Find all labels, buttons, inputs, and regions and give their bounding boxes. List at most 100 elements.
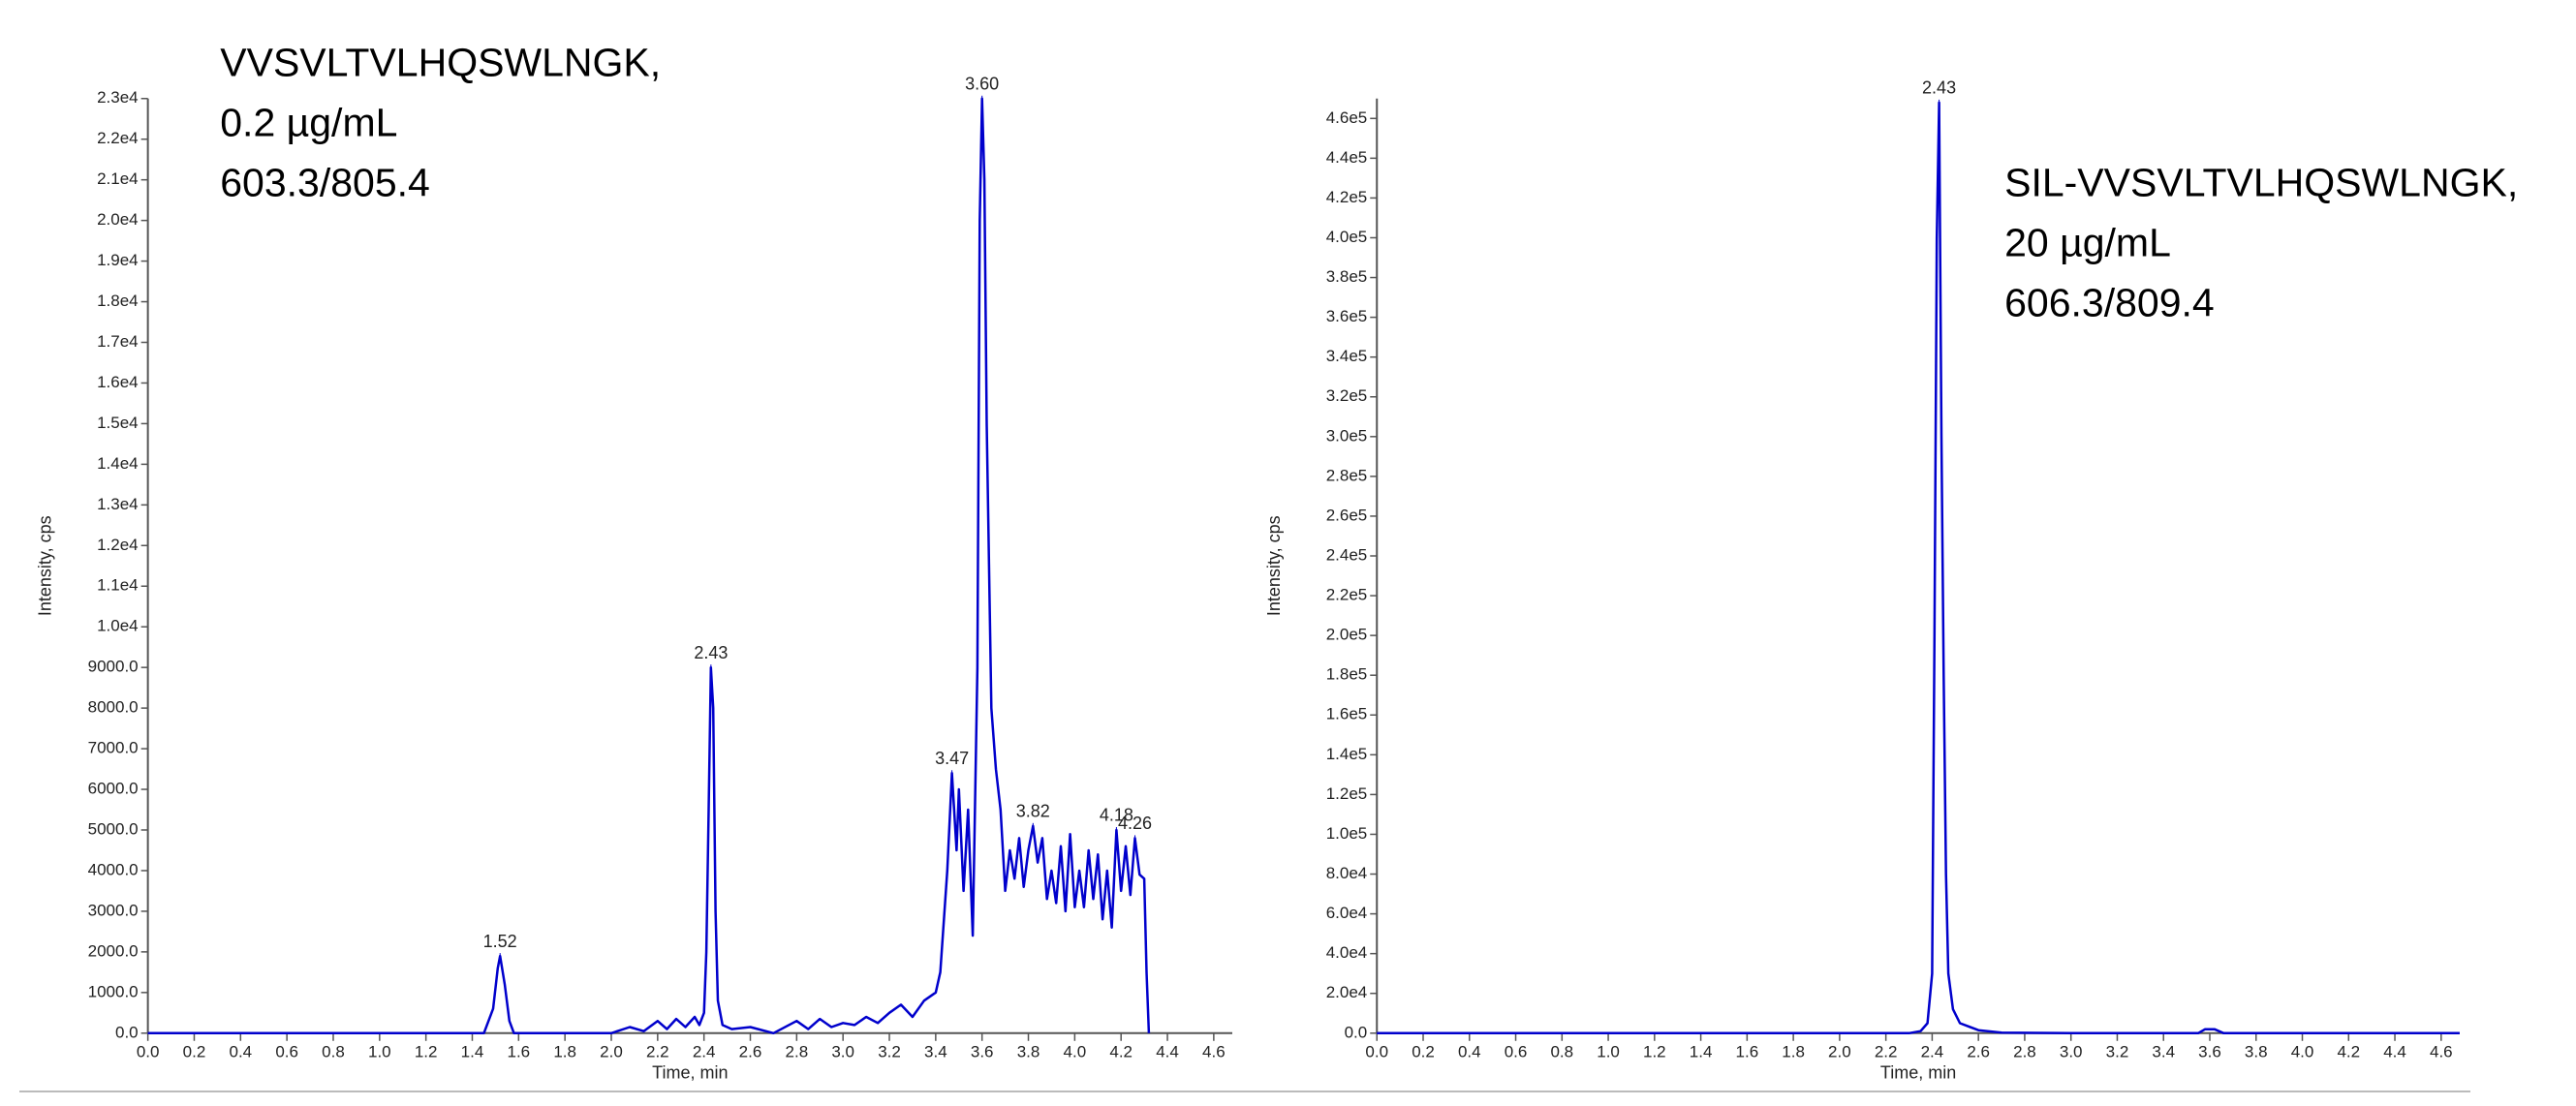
y-axis-title: Intensity, cps bbox=[1264, 515, 1284, 616]
y-tick-label: 2.0e5 bbox=[1326, 626, 1368, 644]
y-tick-label: 5000.0 bbox=[88, 819, 139, 838]
y-tick-label: 1.8e5 bbox=[1326, 665, 1368, 684]
y-tick-label: 4.0e5 bbox=[1326, 228, 1368, 246]
x-tick-label: 4.4 bbox=[2383, 1042, 2406, 1060]
y-tick-label: 4.2e5 bbox=[1326, 188, 1368, 206]
sample-note: SIL-VVSVLTVLHQSWLNGK, bbox=[2004, 160, 2518, 204]
x-tick-label: 1.2 bbox=[415, 1042, 438, 1060]
x-tick-label: 0.0 bbox=[1365, 1042, 1388, 1060]
y-tick-label: 3000.0 bbox=[88, 901, 139, 919]
y-tick-label: 3.2e5 bbox=[1326, 386, 1368, 405]
y-tick-label: 8000.0 bbox=[88, 698, 139, 717]
x-tick-label: 1.6 bbox=[508, 1042, 531, 1060]
x-tick-label: 1.2 bbox=[1643, 1042, 1666, 1060]
y-tick-label: 7000.0 bbox=[88, 739, 139, 757]
y-tick-label: 1.8e4 bbox=[97, 292, 139, 310]
x-tick-label: 1.8 bbox=[553, 1042, 576, 1060]
x-tick-label: 0.4 bbox=[229, 1042, 252, 1060]
x-tick-label: 3.0 bbox=[831, 1042, 854, 1060]
y-tick-label: 4.0e4 bbox=[1326, 943, 1368, 962]
x-tick-label: 1.4 bbox=[461, 1042, 484, 1060]
x-tick-label: 4.6 bbox=[1202, 1042, 1226, 1060]
chart: 0.0 1000.0 2000.0 3000.0 4000.0 5000.0 6000.0 7… bbox=[35, 41, 1232, 1083]
x-tick-label: 3.0 bbox=[2060, 1042, 2083, 1060]
x-tick-label: 1.4 bbox=[1690, 1042, 1713, 1060]
y-tick-label: 2.0e4 bbox=[97, 210, 139, 229]
y-tick-label: 3.6e5 bbox=[1326, 307, 1368, 325]
y-tick-label: 1.4e4 bbox=[97, 454, 139, 473]
x-tick-label: 0.6 bbox=[275, 1042, 298, 1060]
sample-note: 603.3/805.4 bbox=[220, 161, 430, 205]
y-tick-label: 2.2e5 bbox=[1326, 586, 1368, 604]
y-tick-label: 1000.0 bbox=[88, 982, 139, 1000]
peak-label: 3.47 bbox=[935, 749, 969, 768]
chart: 0.0 2.0e4 4.0e4 6.0e4 8.0e4 1.0e5 1.2e5 1.4e5 1.… bbox=[1264, 78, 2518, 1083]
x-tick-label: 1.0 bbox=[1597, 1042, 1620, 1060]
x-tick-label: 3.8 bbox=[2245, 1042, 2268, 1060]
y-tick-label: 1.4e5 bbox=[1326, 745, 1368, 763]
sample-note: 20 µg/mL bbox=[2004, 220, 2171, 264]
y-tick-label: 8.0e4 bbox=[1326, 864, 1368, 882]
y-tick-label: 2.2e4 bbox=[97, 129, 139, 147]
x-tick-label: 0.4 bbox=[1458, 1042, 1481, 1060]
sample-note: 0.2 µg/mL bbox=[220, 101, 397, 145]
y-tick-label: 1.7e4 bbox=[97, 332, 139, 351]
y-tick-label: 1.0e5 bbox=[1326, 824, 1368, 843]
y-axis-title: Intensity, cps bbox=[35, 515, 54, 616]
peak-label: 4.26 bbox=[1118, 814, 1152, 833]
chromatogram-line bbox=[147, 97, 1151, 1035]
y-tick-label: 2000.0 bbox=[88, 941, 139, 960]
y-tick-label: 3.8e5 bbox=[1326, 267, 1368, 286]
peak-label: 3.60 bbox=[965, 75, 999, 94]
sample-note: VVSVLTVLHQSWLNGK, bbox=[220, 41, 661, 85]
x-tick-label: 0.2 bbox=[1412, 1042, 1435, 1060]
y-tick-label: 2.3e4 bbox=[97, 88, 139, 107]
x-tick-label: 3.4 bbox=[2152, 1042, 2175, 1060]
y-tick-label: 2.0e4 bbox=[1326, 983, 1368, 1001]
x-tick-label: 2.6 bbox=[739, 1042, 762, 1060]
y-tick-label: 4.4e5 bbox=[1326, 148, 1368, 167]
sample-note: 606.3/809.4 bbox=[2004, 280, 2215, 324]
x-tick-label: 3.8 bbox=[1017, 1042, 1040, 1060]
y-tick-label: 2.8e5 bbox=[1326, 466, 1368, 484]
y-tick-label: 0.0 bbox=[115, 1023, 139, 1041]
chromatogram-line bbox=[1377, 101, 2460, 1035]
x-tick-label: 2.2 bbox=[1875, 1042, 1898, 1060]
x-tick-label: 2.6 bbox=[1967, 1042, 1990, 1060]
x-tick-label: 0.0 bbox=[137, 1042, 160, 1060]
x-tick-label: 4.0 bbox=[1064, 1042, 1087, 1060]
y-tick-label: 1.0e4 bbox=[97, 617, 139, 635]
x-tick-label: 3.6 bbox=[971, 1042, 994, 1060]
y-tick-label: 1.1e4 bbox=[97, 576, 139, 595]
y-tick-label: 9000.0 bbox=[88, 658, 139, 676]
y-tick-label: 1.2e5 bbox=[1326, 784, 1368, 803]
x-tick-label: 1.6 bbox=[1736, 1042, 1759, 1060]
x-tick-label: 0.2 bbox=[183, 1042, 206, 1060]
y-tick-label: 2.1e4 bbox=[97, 169, 139, 188]
x-tick-label: 4.4 bbox=[1156, 1042, 1179, 1060]
x-tick-label: 4.6 bbox=[2430, 1042, 2453, 1060]
x-tick-label: 2.8 bbox=[786, 1042, 809, 1060]
y-tick-label: 1.5e4 bbox=[97, 414, 139, 432]
peak-label: 2.43 bbox=[694, 643, 728, 662]
x-tick-label: 2.0 bbox=[600, 1042, 623, 1060]
y-tick-label: 6.0e4 bbox=[1326, 904, 1368, 922]
x-tick-label: 4.0 bbox=[2291, 1042, 2314, 1060]
x-tick-label: 3.4 bbox=[924, 1042, 947, 1060]
x-axis-title: Time, min bbox=[652, 1063, 728, 1083]
y-tick-label: 1.2e4 bbox=[97, 536, 139, 554]
x-tick-label: 1.0 bbox=[368, 1042, 391, 1060]
y-tick-label: 0.0 bbox=[1345, 1023, 1368, 1041]
peak-label: 1.52 bbox=[483, 932, 517, 951]
x-tick-label: 2.8 bbox=[2013, 1042, 2036, 1060]
x-tick-label: 0.8 bbox=[1550, 1042, 1573, 1060]
x-tick-label: 1.8 bbox=[1782, 1042, 1805, 1060]
y-tick-label: 3.4e5 bbox=[1326, 347, 1368, 365]
y-tick-label: 2.4e5 bbox=[1326, 545, 1368, 564]
x-tick-label: 2.4 bbox=[1921, 1042, 1944, 1060]
y-tick-label: 6000.0 bbox=[88, 780, 139, 798]
x-tick-label: 4.2 bbox=[1109, 1042, 1133, 1060]
y-tick-label: 4000.0 bbox=[88, 860, 139, 878]
x-tick-label: 0.6 bbox=[1505, 1042, 1528, 1060]
